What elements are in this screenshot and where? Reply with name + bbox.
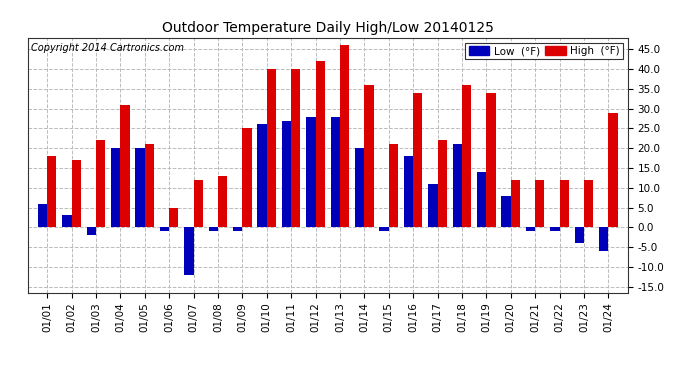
Title: Outdoor Temperature Daily High/Low 20140125: Outdoor Temperature Daily High/Low 20140…	[162, 21, 493, 35]
Bar	[340, 45, 349, 227]
Bar	[233, 227, 242, 231]
Bar	[526, 227, 535, 231]
Bar	[208, 227, 218, 231]
Bar	[62, 215, 72, 227]
Bar	[184, 227, 193, 275]
Bar	[477, 172, 486, 227]
Bar	[388, 144, 398, 227]
Bar	[193, 180, 203, 227]
Bar	[169, 207, 179, 227]
Bar	[462, 85, 471, 227]
Bar	[404, 156, 413, 227]
Bar	[38, 204, 47, 227]
Bar	[120, 105, 130, 227]
Bar	[218, 176, 227, 227]
Bar	[306, 117, 315, 227]
Bar	[437, 140, 447, 227]
Bar	[486, 93, 495, 227]
Bar	[145, 144, 154, 227]
Bar	[428, 184, 437, 227]
Bar	[135, 148, 145, 227]
Bar	[242, 128, 252, 227]
Bar	[355, 148, 364, 227]
Bar	[575, 227, 584, 243]
Bar	[257, 124, 267, 227]
Bar	[87, 227, 96, 235]
Bar	[511, 180, 520, 227]
Bar	[291, 69, 300, 227]
Bar	[315, 61, 325, 227]
Bar	[609, 112, 618, 227]
Bar	[380, 227, 388, 231]
Bar	[551, 227, 560, 231]
Bar	[96, 140, 105, 227]
Bar	[535, 180, 544, 227]
Bar	[502, 196, 511, 227]
Bar	[282, 120, 291, 227]
Legend: Low  (°F), High  (°F): Low (°F), High (°F)	[466, 43, 622, 59]
Bar	[413, 93, 422, 227]
Bar	[72, 160, 81, 227]
Bar	[111, 148, 120, 227]
Bar	[267, 69, 276, 227]
Bar	[599, 227, 609, 251]
Text: Copyright 2014 Cartronics.com: Copyright 2014 Cartronics.com	[30, 43, 184, 52]
Bar	[331, 117, 340, 227]
Bar	[584, 180, 593, 227]
Bar	[160, 227, 169, 231]
Bar	[47, 156, 57, 227]
Bar	[364, 85, 373, 227]
Bar	[453, 144, 462, 227]
Bar	[560, 180, 569, 227]
